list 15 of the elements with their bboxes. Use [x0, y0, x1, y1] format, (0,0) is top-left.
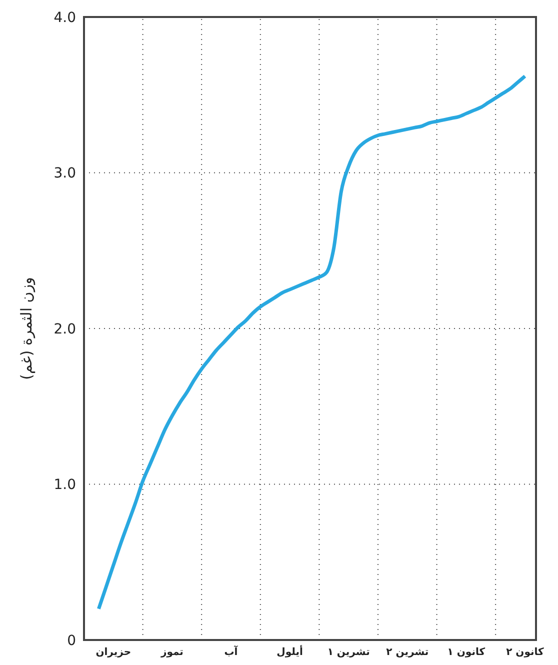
y-tick-label: 4.0: [54, 10, 76, 26]
x-tick-label: حزيران: [96, 647, 132, 658]
x-tick-label: تموز: [160, 647, 184, 658]
y-tick-label: 2.0: [54, 321, 76, 338]
x-tick-label: كانون ٢: [506, 647, 544, 658]
y-tick-label: 1.0: [54, 477, 76, 494]
x-tick-label: تشرين ٢: [386, 647, 429, 658]
y-tick-label: 0: [67, 632, 76, 649]
line-series: [96, 74, 527, 611]
x-tick-label: أيلول: [276, 645, 303, 658]
x-tick-label: تشرين ١: [327, 647, 370, 658]
x-tick-label: آب: [224, 645, 238, 658]
x-tick-label: كانون ١: [447, 647, 486, 658]
y-axis-title: وزن الثمرة (غم): [17, 277, 36, 380]
y-tick-label: 3.0: [54, 166, 76, 182]
